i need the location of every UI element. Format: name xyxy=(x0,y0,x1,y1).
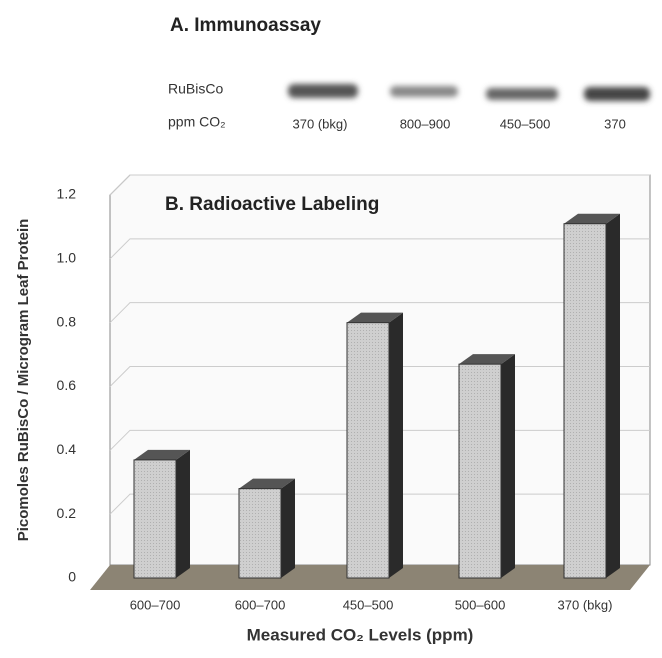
row-label: ppm CO₂ xyxy=(168,114,226,130)
y-tick-label: 0 xyxy=(68,569,76,585)
lane-label: 800–900 xyxy=(400,116,451,131)
bar-side xyxy=(501,354,515,578)
bar xyxy=(347,323,389,578)
lane-label: 370 xyxy=(604,116,626,131)
chart-title: B. Radioactive Labeling xyxy=(165,194,379,215)
blot-bands xyxy=(288,84,650,101)
lane-label: 450–500 xyxy=(500,116,551,131)
band xyxy=(390,86,458,97)
bar-side xyxy=(281,479,295,578)
panel-a-title: A. Immunoassay xyxy=(170,15,321,36)
band xyxy=(486,88,558,100)
y-tick-label: 1.2 xyxy=(57,186,77,202)
bar xyxy=(134,460,176,578)
row-label: RuBisCo xyxy=(168,81,223,97)
x-tick-label: 450–500 xyxy=(343,597,394,612)
y-axis-label: Picomoles RuBisCo / Microgram Leaf Prote… xyxy=(15,219,32,542)
bar-side xyxy=(389,313,403,578)
y-tick-label: 0.6 xyxy=(57,377,77,393)
page: A. Immunoassay RuBisCo ppm CO₂ B. Radioa… xyxy=(0,0,662,658)
band xyxy=(288,84,358,98)
y-tick-label: 0.4 xyxy=(57,441,77,457)
bar xyxy=(564,224,606,578)
bar xyxy=(239,489,281,578)
x-tick-label: 600–700 xyxy=(130,597,181,612)
y-tick-label: 1.0 xyxy=(57,250,77,266)
bar xyxy=(459,364,501,578)
band xyxy=(584,87,650,101)
y-tick-label: 0.8 xyxy=(57,313,77,329)
lane-label: 370 (bkg) xyxy=(293,116,348,131)
y-tick-label: 0.2 xyxy=(57,505,77,521)
figure: A. Immunoassay RuBisCo ppm CO₂ B. Radioa… xyxy=(0,0,662,658)
x-axis-label: Measured CO₂ Levels (ppm) xyxy=(247,625,474,644)
x-tick-label: 370 (bkg) xyxy=(558,597,613,612)
bar-side xyxy=(176,450,190,578)
x-tick-label: 500–600 xyxy=(455,597,506,612)
bar-side xyxy=(606,214,620,578)
x-tick-label: 600–700 xyxy=(235,597,286,612)
